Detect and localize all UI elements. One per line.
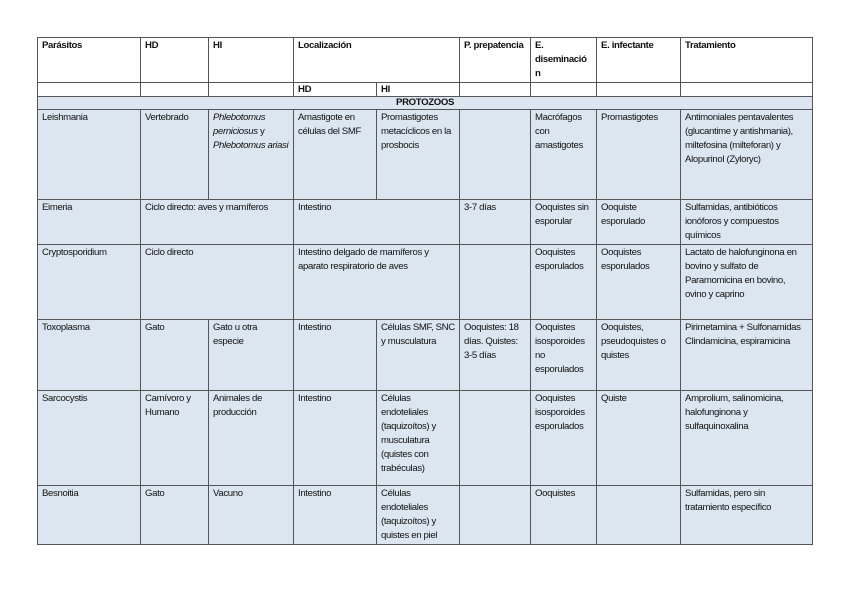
table-cell: Promastigotes bbox=[596, 109, 682, 200]
table-cell: Células endoteliales (taquizoítos) y mus… bbox=[375, 390, 461, 486]
table-cell: 3-7 días bbox=[459, 199, 532, 245]
table-cell: Intestino bbox=[293, 390, 377, 486]
subheader-cell: HD bbox=[293, 82, 377, 97]
species-name: Phlebotomus ariasi bbox=[213, 140, 289, 151]
table-cell: Ooquiste esporulado bbox=[596, 199, 682, 245]
table-cell bbox=[459, 390, 532, 486]
table-cell: Células SMF, SNC y musculatura bbox=[375, 319, 461, 391]
table-cell: Cryptosporidium bbox=[37, 244, 141, 320]
column-header: Parásitos bbox=[37, 37, 141, 83]
table-cell: Gato bbox=[140, 319, 209, 391]
table-cell: Ooquistes: 18 días. Quistes: 3-5 días bbox=[459, 319, 532, 391]
table-row: Eimeria Ciclo directo: aves y mamíferos In… bbox=[37, 199, 814, 245]
table-cell: Phlebotomus perniciosus y Phlebotomus ar… bbox=[208, 109, 294, 200]
subheader-cell: HI bbox=[375, 82, 461, 97]
subheader-cell bbox=[140, 82, 209, 97]
column-header: Localización bbox=[292, 37, 461, 83]
table-row: Sarcocystis Carnívoro y Humano Animales de… bbox=[37, 390, 814, 486]
section-label: PROTOZOOS bbox=[36, 96, 814, 110]
table-cell: Gato u otra especie bbox=[208, 319, 294, 391]
conjunction: y bbox=[257, 126, 265, 137]
section-row: PROTOZOOS bbox=[36, 96, 814, 110]
table-cell: Ooquistes isosporoides no esporulados bbox=[530, 319, 598, 391]
table-cell: Amprolium, salinomicina, halofunginona y… bbox=[680, 390, 814, 486]
parasites-table: Parásitos HD HI Localización P. prepatencia E… bbox=[36, 37, 814, 545]
subheader-cell bbox=[530, 82, 598, 97]
column-header: HD bbox=[140, 37, 209, 83]
table-row: Leishmania Vertebrado Phlebotomus pernicio… bbox=[37, 109, 814, 200]
table-row: Cryptosporidium Ciclo directo Intestino de… bbox=[37, 244, 814, 320]
table-cell: Vacuno bbox=[208, 485, 294, 545]
table-cell: Ooquistes sin esporular bbox=[530, 199, 598, 245]
table-row: Besnoitia Gato Vacuno Intestino Células endo… bbox=[37, 485, 814, 545]
subheader-row: HD HI bbox=[37, 82, 814, 97]
column-header: E. infectante bbox=[596, 37, 682, 83]
table-cell: Eimeria bbox=[37, 199, 141, 245]
subheader-cell bbox=[459, 82, 532, 97]
table-cell: Ooquistes esporulados bbox=[596, 244, 682, 320]
table-cell: Ciclo directo bbox=[140, 244, 294, 320]
subheader-cell bbox=[208, 82, 294, 97]
table-cell: Lactato de halofunginona en bovino y sul… bbox=[680, 244, 814, 320]
column-header: Tratamiento bbox=[680, 37, 814, 83]
subheader-cell bbox=[596, 82, 682, 97]
table-cell: Intestino bbox=[292, 199, 461, 245]
table-cell: Intestino delgado de mamíferos y aparato… bbox=[292, 244, 461, 320]
header-row: Parásitos HD HI Localización P. prepatencia E… bbox=[37, 37, 814, 83]
table-cell: Sulfamidas, pero sin tratamiento específ… bbox=[680, 485, 814, 545]
subheader-cell bbox=[680, 82, 814, 97]
table-cell: Besnoitia bbox=[37, 485, 141, 545]
table-cell: Ooquistes bbox=[530, 485, 598, 545]
table-cell: Quiste bbox=[596, 390, 682, 486]
table-cell: Pirimetamina + Sulfonamidas Clindamicina… bbox=[680, 319, 814, 391]
table-cell: Animales de producción bbox=[208, 390, 294, 486]
table-cell: Leishmania bbox=[37, 109, 141, 200]
subheader-cell bbox=[37, 82, 141, 97]
table-cell: Promastigotes metacíclicos en la prosboc… bbox=[375, 109, 461, 200]
table-cell: Carnívoro y Humano bbox=[140, 390, 209, 486]
table-cell: Vertebrado bbox=[140, 109, 209, 200]
table-cell: Ooquistes esporulados bbox=[530, 244, 598, 320]
table-cell: Sulfamidas, antibióticos ionóforos y com… bbox=[680, 199, 814, 245]
table-row: Toxoplasma Gato Gato u otra especie Intesti… bbox=[37, 319, 814, 391]
table-cell: Intestino bbox=[293, 319, 377, 391]
table-cell bbox=[459, 244, 532, 320]
table-cell bbox=[596, 485, 682, 545]
column-header: P. prepatencia bbox=[459, 37, 532, 83]
table-cell: Antimoniales pentavalentes (glucantime y… bbox=[680, 109, 814, 200]
species-name: Phlebotomus perniciosus bbox=[213, 112, 266, 137]
column-header: HI bbox=[208, 37, 294, 83]
table-cell: Gato bbox=[140, 485, 209, 545]
table-cell: Sarcocystis bbox=[37, 390, 141, 486]
table-cell: Macrófagos con amastigotes bbox=[530, 109, 598, 200]
column-header: E. diseminación bbox=[530, 37, 598, 83]
table-cell: Amastigote en células del SMF bbox=[293, 109, 377, 200]
table-cell: Ooquistes isosporoides esporulados bbox=[530, 390, 598, 486]
table-cell: Ooquistes, pseudoquistes o quistes bbox=[596, 319, 682, 391]
table-cell bbox=[459, 109, 532, 200]
table-cell: Células endoteliales (taquizoítos) y qui… bbox=[375, 485, 461, 545]
table-cell bbox=[459, 485, 532, 545]
table-cell: Intestino bbox=[293, 485, 377, 545]
table-cell: Ciclo directo: aves y mamíferos bbox=[140, 199, 294, 245]
table-cell: Toxoplasma bbox=[37, 319, 141, 391]
